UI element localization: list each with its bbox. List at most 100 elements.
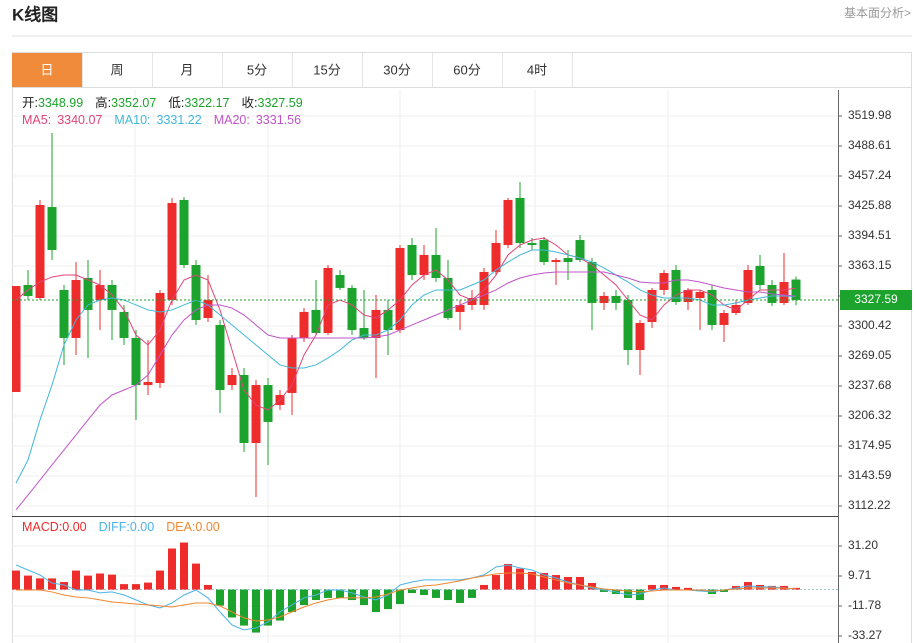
macd-bar [528, 571, 536, 590]
candle-body [83, 278, 93, 310]
y-tick-label: 3394.51 [848, 228, 892, 242]
candle-body [719, 313, 729, 325]
macd-legend: MACD:0.00 DIFF:0.00 DEA:0.00 [22, 519, 232, 536]
macd-bar [720, 589, 728, 592]
macd-bar [588, 582, 596, 590]
quote-value: 3352.07 [111, 96, 157, 110]
tab-label[interactable]: 日 [40, 62, 53, 77]
candle-body [515, 197, 525, 243]
y-tick-label: 3269.05 [848, 348, 892, 362]
macd-bar [204, 584, 212, 590]
macd-bar [456, 589, 464, 603]
candle-body [647, 289, 657, 323]
tab[interactable] [152, 53, 222, 87]
macd-bar [84, 575, 92, 590]
macd-bar [600, 589, 608, 592]
macd-bar [288, 589, 296, 613]
tab[interactable] [12, 53, 82, 87]
macd-bar [108, 574, 116, 590]
candle-body [35, 205, 45, 298]
macd-bar [48, 578, 56, 590]
tab-label[interactable]: 5分 [247, 62, 267, 77]
candle-body [455, 304, 465, 312]
candle-body [443, 278, 453, 318]
candle-body [479, 271, 489, 305]
candle-body [71, 280, 81, 338]
macd-bar [96, 573, 104, 590]
macd-panel [12, 542, 838, 637]
tab[interactable] [292, 53, 362, 87]
macd-bar [504, 564, 512, 590]
candle-body [707, 289, 717, 325]
macd-bar [624, 589, 632, 598]
candle-body [191, 264, 201, 320]
candle-body [407, 245, 417, 276]
ma-row: MA5: 3340.07 MA10: 3331.22 MA20: 3331.56 [22, 112, 315, 129]
candle-body [743, 269, 753, 303]
macd-bar [420, 589, 428, 596]
legend-value: 3331.22 [156, 113, 202, 127]
tab-label[interactable]: 30分 [383, 62, 410, 77]
candle-body [131, 337, 141, 386]
quote-label: 收: [241, 96, 258, 110]
y-tick-label: 3363.15 [848, 258, 892, 272]
candle-body [335, 275, 345, 288]
legend-value: 0.00 [62, 520, 87, 534]
y-tick-label: -33.27 [848, 628, 882, 642]
macd-bar [120, 584, 128, 590]
candle-body [119, 311, 129, 338]
candle-body [371, 309, 381, 338]
candle-body [575, 240, 585, 261]
tab-label[interactable]: 月 [180, 62, 193, 77]
candle-body [659, 273, 669, 290]
macd-bar [372, 589, 380, 613]
plot-area [12, 542, 838, 633]
candle-body [383, 309, 393, 331]
macd-bar [24, 575, 32, 590]
macd-bar [132, 584, 140, 590]
candle-body [635, 322, 645, 351]
candle-body [203, 300, 213, 318]
candle-body [503, 199, 513, 246]
tab[interactable] [432, 53, 502, 87]
candle-body [395, 247, 405, 331]
candle-body [263, 385, 273, 422]
macd-bar [684, 587, 692, 590]
candle-body [611, 295, 621, 303]
y-tick-label: 3112.22 [848, 498, 891, 512]
quote-value: 3327.59 [257, 96, 303, 110]
macd-bar [12, 570, 20, 590]
macd-bar [252, 589, 260, 633]
macd-bar [300, 589, 308, 606]
fundamental-link[interactable]: 基本面分析> [844, 6, 911, 20]
macd-bar [468, 589, 476, 598]
candle-body [143, 381, 153, 386]
tab-label[interactable]: 周 [110, 62, 123, 77]
macd-bar [660, 584, 668, 590]
tab[interactable] [502, 53, 572, 87]
last-price-label: 3327.59 [854, 292, 898, 306]
macd-bar [492, 575, 500, 590]
tab[interactable] [82, 53, 152, 87]
candle-body [179, 199, 189, 265]
candle-body [551, 260, 561, 263]
candle-body [623, 300, 633, 351]
tab[interactable] [362, 53, 432, 87]
candle-body [563, 258, 573, 263]
tab-label[interactable]: 60分 [453, 62, 480, 77]
y-tick-label: 3174.95 [848, 438, 892, 452]
candle-body [539, 240, 549, 263]
tab[interactable] [222, 53, 292, 87]
macd-bar [672, 586, 680, 590]
price-panel [12, 115, 838, 511]
legend-name: DIFF: [98, 520, 130, 534]
y-tick-label: 3237.68 [848, 378, 892, 392]
quote-value: 3322.17 [184, 96, 230, 110]
macd-bar [576, 576, 584, 590]
y-tick-label: 3457.24 [848, 168, 892, 182]
tab-label[interactable]: 15分 [313, 62, 340, 77]
tab-label[interactable]: 4时 [527, 62, 547, 77]
candle-body [683, 289, 693, 303]
macd-bar [264, 589, 272, 626]
